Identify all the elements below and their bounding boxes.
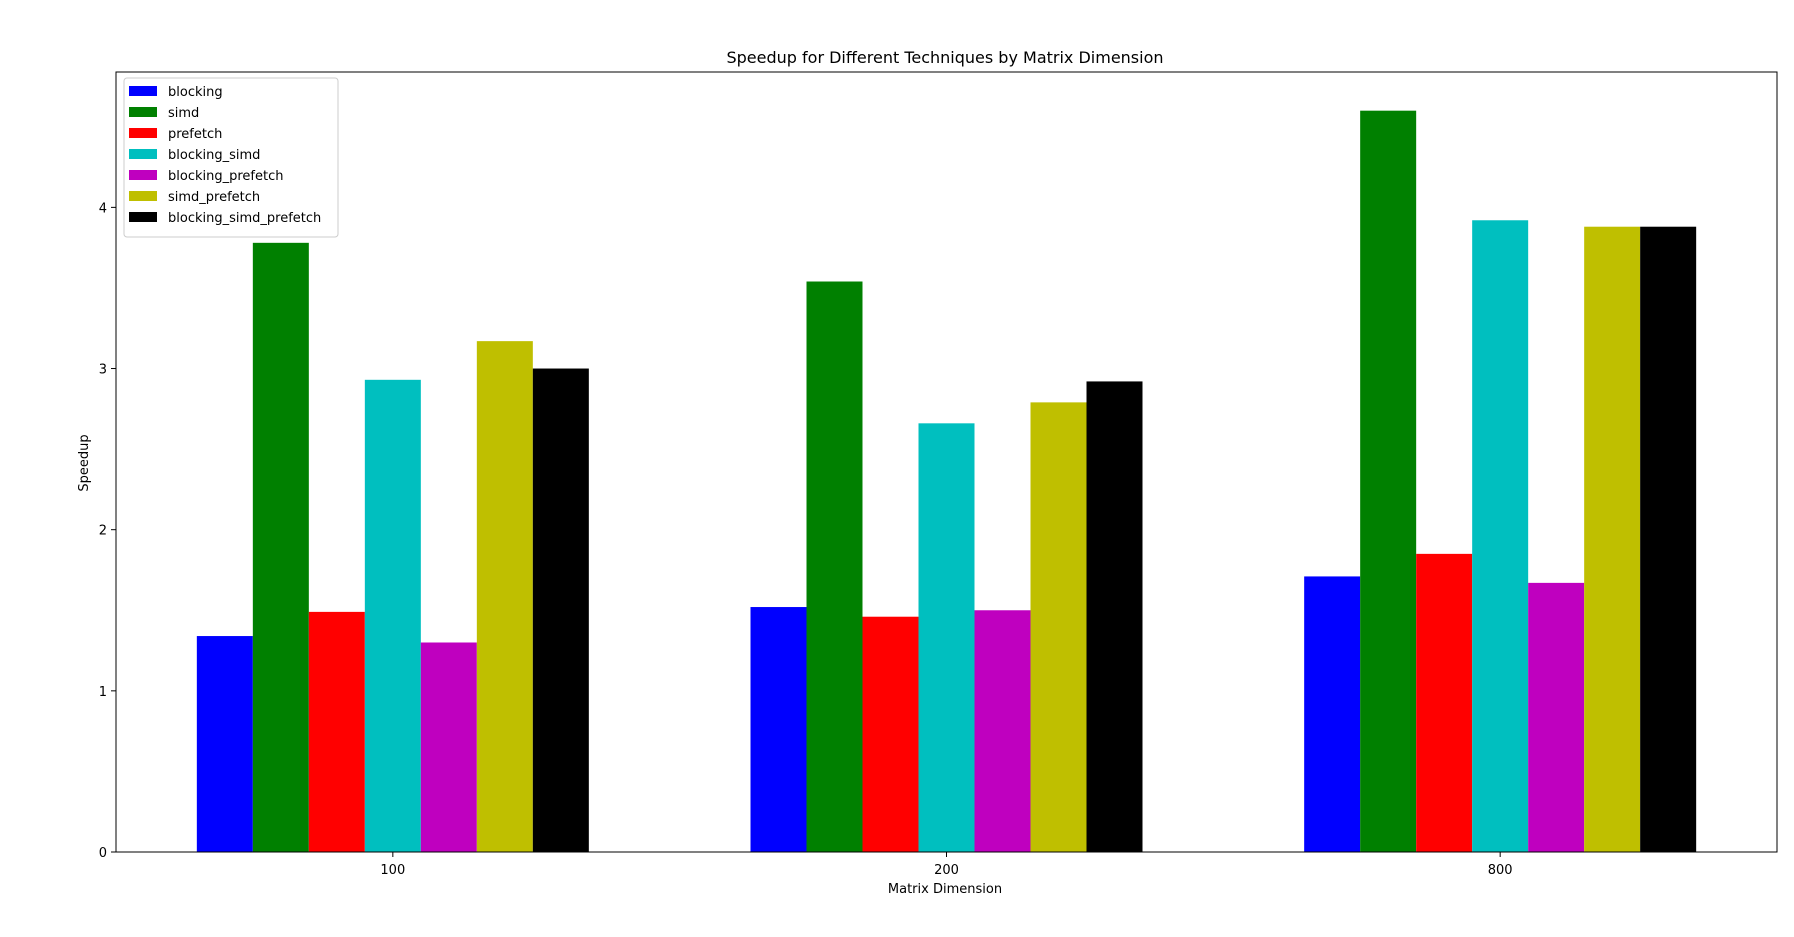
bar-blocking_prefetch-200 (974, 610, 1031, 852)
legend-label-simd_prefetch: simd_prefetch (168, 190, 260, 205)
bar-blocking-100 (196, 636, 253, 852)
legend-swatch-blocking (129, 86, 157, 96)
legend-swatch-simd (129, 107, 157, 117)
bar-prefetch-100 (308, 611, 365, 852)
x-tick-label: 200 (934, 863, 959, 878)
bar-simd_prefetch-200 (1030, 402, 1087, 852)
bar-prefetch-200 (862, 616, 919, 852)
bar-blocking_prefetch-100 (420, 642, 477, 852)
legend-label-prefetch: prefetch (168, 127, 222, 142)
bar-blocking_simd-200 (918, 423, 975, 852)
x-tick-label: 100 (380, 863, 405, 878)
legend-swatch-prefetch (129, 128, 157, 138)
x-axis-label: Matrix Dimension (888, 882, 1002, 897)
bar-simd-100 (252, 242, 309, 853)
bar-simd-200 (806, 281, 863, 852)
bar-simd_prefetch-100 (476, 341, 533, 852)
bar-blocking_simd-100 (364, 379, 421, 852)
x-axis: 100 200 800 (380, 852, 1513, 878)
bar-blocking_simd_prefetch-800 (1640, 226, 1697, 852)
y-tick-label: 3 (99, 363, 107, 378)
bars-layer (196, 110, 1697, 853)
y-tick-label: 2 (99, 524, 107, 539)
bar-blocking-200 (750, 607, 807, 852)
bar-blocking_simd_prefetch-200 (1086, 381, 1143, 852)
bar-blocking_prefetch-800 (1528, 582, 1585, 852)
bar-simd-800 (1360, 110, 1417, 853)
legend-swatch-blocking_simd (129, 149, 157, 159)
legend-box (123, 77, 339, 238)
legend-label-blocking_simd: blocking_simd (168, 148, 260, 163)
x-tick-label: 800 (1488, 863, 1513, 878)
legend-label-blocking: blocking (168, 85, 223, 100)
y-axis: 0 1 2 3 4 (99, 201, 116, 861)
bar-blocking-800 (1304, 576, 1361, 852)
legend-label-blocking_prefetch: blocking_prefetch (168, 169, 283, 184)
bar-blocking_simd-800 (1472, 220, 1529, 852)
y-tick-label: 1 (99, 685, 107, 700)
legend-swatch-blocking_prefetch (129, 170, 157, 180)
y-axis-label: Speedup (77, 434, 92, 491)
legend-label-simd: simd (168, 106, 199, 121)
legend-label-blocking_simd_prefetch: blocking_simd_prefetch (168, 211, 321, 226)
bar-simd_prefetch-800 (1584, 226, 1641, 852)
chart-title: Speedup for Different Techniques by Matr… (726, 48, 1163, 67)
legend-swatch-simd_prefetch (129, 191, 157, 201)
bar-prefetch-800 (1416, 553, 1473, 852)
legend-swatch-blocking_simd_prefetch (129, 212, 157, 222)
y-tick-label: 4 (99, 201, 107, 216)
y-tick-label: 0 (99, 846, 107, 861)
bar-blocking_simd_prefetch-100 (532, 368, 589, 852)
legend: blocking simd prefetch blocking_simdblockin… (123, 77, 339, 238)
